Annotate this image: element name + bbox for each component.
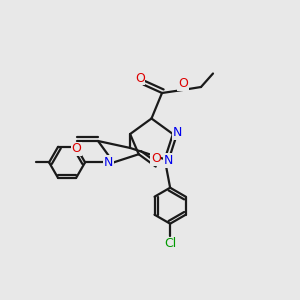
Text: O: O: [178, 77, 188, 90]
Text: N: N: [164, 154, 174, 167]
Text: N: N: [173, 126, 182, 139]
Text: O: O: [135, 71, 145, 85]
Text: Cl: Cl: [164, 237, 176, 250]
Text: O: O: [71, 142, 81, 155]
Text: N: N: [104, 156, 113, 169]
Text: O: O: [151, 152, 161, 165]
